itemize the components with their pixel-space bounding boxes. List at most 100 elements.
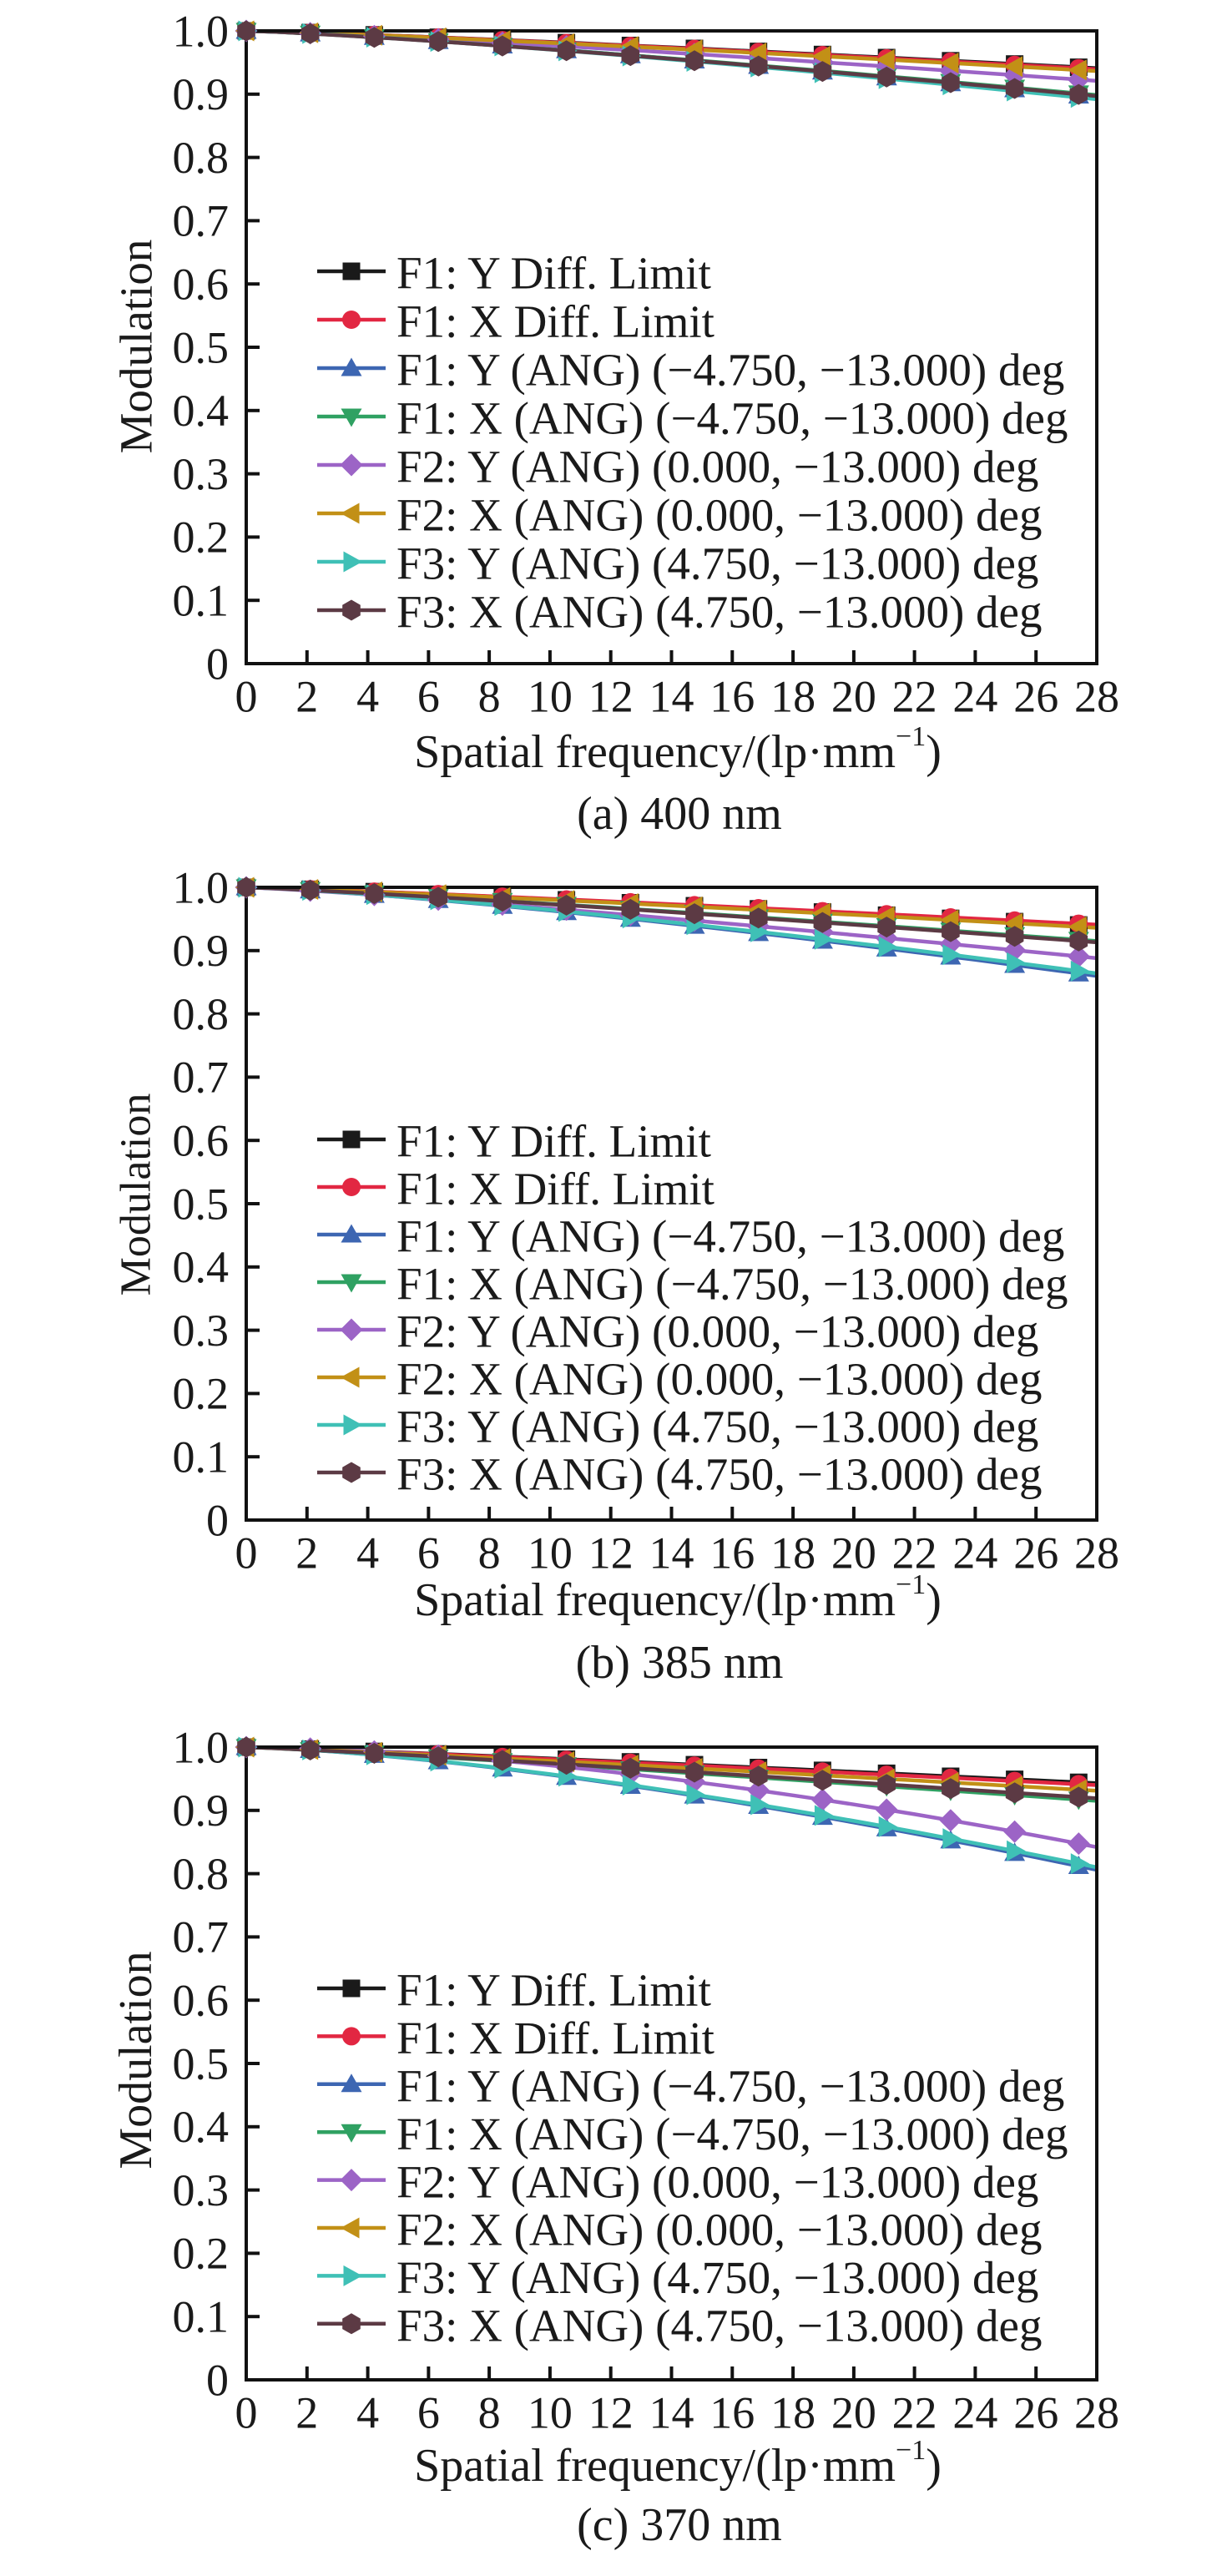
svg-text:6: 6 <box>417 2387 440 2437</box>
svg-text:0.5: 0.5 <box>173 1179 230 1229</box>
svg-text:20: 20 <box>831 2387 876 2437</box>
svg-text:4: 4 <box>356 671 379 721</box>
svg-text:0: 0 <box>235 1528 258 1578</box>
svg-text:0.3: 0.3 <box>173 449 230 499</box>
svg-text:F1: Y (ANG) (−4.750, −13.000): F1: Y (ANG) (−4.750, −13.000) deg <box>396 1211 1064 1262</box>
svg-text:0: 0 <box>206 1495 229 1545</box>
svg-text:18: 18 <box>770 1528 815 1578</box>
svg-text:F3: Y (ANG) (4.750, −13.000) d: F3: Y (ANG) (4.750, −13.000) deg <box>396 1402 1038 1452</box>
svg-text:0.2: 0.2 <box>173 513 230 563</box>
svg-text:F3: X (ANG) (4.750, −13.000) d: F3: X (ANG) (4.750, −13.000) deg <box>396 587 1042 638</box>
svg-text:F2: X (ANG) (0.000, −13.000) d: F2: X (ANG) (0.000, −13.000) deg <box>396 1354 1042 1405</box>
svg-text:0.5: 0.5 <box>173 2038 230 2089</box>
svg-text:12: 12 <box>588 1528 634 1578</box>
svg-text:F1: X (ANG) (−4.750, −13.000): F1: X (ANG) (−4.750, −13.000) deg <box>396 1259 1068 1310</box>
svg-text:24: 24 <box>952 671 997 721</box>
svg-text:12: 12 <box>588 2387 634 2437</box>
svg-text:F1: X (ANG) (−4.750, −13.000): F1: X (ANG) (−4.750, −13.000) deg <box>396 393 1068 444</box>
svg-text:0.2: 0.2 <box>173 2229 230 2279</box>
svg-text:16: 16 <box>709 1528 755 1578</box>
svg-text:F3: X (ANG) (4.750, −13.000) d: F3: X (ANG) (4.750, −13.000) deg <box>396 2301 1042 2351</box>
svg-text:F3: Y (ANG) (4.750, −13.000) d: F3: Y (ANG) (4.750, −13.000) deg <box>396 2252 1038 2303</box>
svg-text:0: 0 <box>235 2387 258 2437</box>
svg-text:F2: X (ANG) (0.000, −13.000) d: F2: X (ANG) (0.000, −13.000) deg <box>396 2205 1042 2255</box>
svg-text:Modulation: Modulation <box>111 240 162 454</box>
svg-text:8: 8 <box>478 1528 501 1578</box>
svg-text:1.0: 1.0 <box>173 862 230 912</box>
svg-text:18: 18 <box>770 2387 815 2437</box>
svg-text:0: 0 <box>235 671 258 721</box>
svg-text:6: 6 <box>417 671 440 721</box>
svg-text:28: 28 <box>1074 2387 1119 2437</box>
svg-text:10: 10 <box>528 1528 573 1578</box>
svg-text:F3: X (ANG) (4.750, −13.000) d: F3: X (ANG) (4.750, −13.000) deg <box>396 1449 1042 1500</box>
svg-text:28: 28 <box>1074 1528 1119 1578</box>
svg-text:0.1: 0.1 <box>173 575 230 625</box>
svg-text:F3: Y (ANG) (4.750, −13.000) d: F3: Y (ANG) (4.750, −13.000) deg <box>396 538 1038 589</box>
svg-text:F2: Y (ANG) (0.000, −13.000) d: F2: Y (ANG) (0.000, −13.000) deg <box>396 442 1038 492</box>
svg-text:12: 12 <box>588 671 634 721</box>
svg-text:F1: Y Diff. Limit: F1: Y Diff. Limit <box>396 1116 711 1167</box>
svg-text:20: 20 <box>831 1528 876 1578</box>
svg-text:4: 4 <box>356 1528 379 1578</box>
svg-text:(b) 385 nm: (b) 385 nm <box>576 1637 784 1689</box>
svg-text:10: 10 <box>528 2387 573 2437</box>
svg-text:F1: X Diff. Limit: F1: X Diff. Limit <box>396 1164 714 1215</box>
svg-text:F1: X (ANG) (−4.750, −13.000): F1: X (ANG) (−4.750, −13.000) deg <box>396 2109 1068 2159</box>
svg-text:0.4: 0.4 <box>173 1242 230 1292</box>
svg-text:F2: Y (ANG) (0.000, −13.000) d: F2: Y (ANG) (0.000, −13.000) deg <box>396 2156 1038 2207</box>
svg-text:26: 26 <box>1013 1528 1058 1578</box>
svg-text:Spatial frequency/(lp·mm−1): Spatial frequency/(lp·mm−1) <box>414 2435 942 2492</box>
svg-text:2: 2 <box>295 1528 318 1578</box>
svg-text:8: 8 <box>478 2387 501 2437</box>
svg-text:18: 18 <box>770 671 815 721</box>
svg-text:0.9: 0.9 <box>173 1786 230 1836</box>
svg-text:0.4: 0.4 <box>173 386 230 436</box>
svg-text:0.6: 0.6 <box>173 259 230 309</box>
svg-text:F2: Y (ANG) (0.000, −13.000) d: F2: Y (ANG) (0.000, −13.000) deg <box>396 1306 1038 1357</box>
svg-text:26: 26 <box>1013 671 1058 721</box>
svg-text:22: 22 <box>892 2387 937 2437</box>
svg-text:0.8: 0.8 <box>173 1849 230 1899</box>
svg-text:0.6: 0.6 <box>173 1115 230 1165</box>
svg-text:0.8: 0.8 <box>173 133 230 183</box>
svg-text:0.7: 0.7 <box>173 1912 230 1962</box>
svg-text:14: 14 <box>649 671 694 721</box>
svg-text:F1: Y (ANG) (−4.750, −13.000): F1: Y (ANG) (−4.750, −13.000) deg <box>396 2061 1064 2112</box>
svg-text:2: 2 <box>295 671 318 721</box>
svg-text:Spatial frequency/(lp·mm−1): Spatial frequency/(lp·mm−1) <box>414 721 942 778</box>
svg-text:F1: Y (ANG) (−4.750, −13.000): F1: Y (ANG) (−4.750, −13.000) deg <box>396 345 1064 396</box>
svg-text:0.7: 0.7 <box>173 196 230 246</box>
svg-text:6: 6 <box>417 1528 440 1578</box>
svg-text:0.5: 0.5 <box>173 322 230 372</box>
svg-text:22: 22 <box>892 671 937 721</box>
svg-text:F1: Y Diff. Limit: F1: Y Diff. Limit <box>396 248 711 299</box>
svg-text:26: 26 <box>1013 2387 1058 2437</box>
svg-text:22: 22 <box>892 1528 937 1578</box>
svg-text:14: 14 <box>649 1528 694 1578</box>
svg-text:20: 20 <box>831 671 876 721</box>
svg-text:F1: Y Diff. Limit: F1: Y Diff. Limit <box>396 1965 711 2016</box>
svg-text:1.0: 1.0 <box>173 1722 230 1772</box>
svg-text:0.2: 0.2 <box>173 1369 230 1419</box>
svg-text:(c) 370 nm: (c) 370 nm <box>577 2499 782 2551</box>
svg-text:24: 24 <box>952 2387 997 2437</box>
svg-text:0.3: 0.3 <box>173 2165 230 2215</box>
svg-text:0.9: 0.9 <box>173 926 230 976</box>
svg-text:0.6: 0.6 <box>173 1975 230 2025</box>
svg-text:0: 0 <box>206 639 229 689</box>
svg-text:0.1: 0.1 <box>173 2291 230 2341</box>
svg-text:24: 24 <box>952 1528 997 1578</box>
svg-text:(a) 400 nm: (a) 400 nm <box>577 788 782 840</box>
svg-text:10: 10 <box>528 671 573 721</box>
svg-text:0: 0 <box>206 2355 229 2405</box>
svg-text:Spatial frequency/(lp·mm−1): Spatial frequency/(lp·mm−1) <box>414 1569 942 1626</box>
svg-text:0.1: 0.1 <box>173 1432 230 1482</box>
svg-text:14: 14 <box>649 2387 694 2437</box>
svg-text:4: 4 <box>356 2387 379 2437</box>
svg-text:Modulation: Modulation <box>113 1094 160 1296</box>
svg-text:F1: X Diff. Limit: F1: X Diff. Limit <box>396 296 714 347</box>
svg-text:16: 16 <box>709 671 755 721</box>
svg-text:28: 28 <box>1074 671 1119 721</box>
svg-text:0.8: 0.8 <box>173 989 230 1039</box>
